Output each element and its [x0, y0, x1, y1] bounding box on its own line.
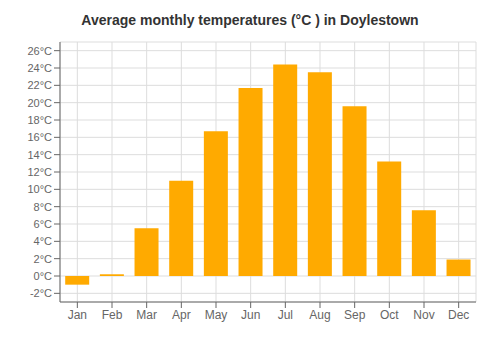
svg-text:Oct: Oct: [380, 308, 399, 322]
svg-text:4°C: 4°C: [34, 235, 53, 247]
svg-text:8°C: 8°C: [34, 201, 53, 213]
svg-text:24°C: 24°C: [27, 62, 52, 74]
svg-text:16°C: 16°C: [27, 131, 52, 143]
svg-text:22°C: 22°C: [27, 79, 52, 91]
svg-text:18°C: 18°C: [27, 114, 52, 126]
svg-text:Nov: Nov: [413, 308, 434, 322]
svg-text:Dec: Dec: [448, 308, 469, 322]
svg-text:Mar: Mar: [136, 308, 157, 322]
svg-text:2°C: 2°C: [34, 253, 53, 265]
svg-text:14°C: 14°C: [27, 149, 52, 161]
svg-text:Apr: Apr: [172, 308, 191, 322]
svg-text:Jan: Jan: [68, 308, 87, 322]
svg-text:10°C: 10°C: [27, 183, 52, 195]
svg-text:0°C: 0°C: [34, 270, 53, 282]
svg-text:May: May: [205, 308, 228, 322]
svg-text:26°C: 26°C: [27, 45, 52, 57]
svg-text:Feb: Feb: [102, 308, 123, 322]
html-text:Average monthly temperatures (: Average monthly temperatures (°C ) in Do…: [81, 12, 419, 28]
svg-text:Jul: Jul: [278, 308, 293, 322]
svg-text:6°C: 6°C: [34, 218, 53, 230]
svg-text:12°C: 12°C: [27, 166, 52, 178]
svg-text:Aug: Aug: [309, 308, 330, 322]
svg-text:-2°C: -2°C: [30, 287, 52, 299]
svg-text:Jun: Jun: [241, 308, 260, 322]
svg-text:20°C: 20°C: [27, 97, 52, 109]
svg-text:Sep: Sep: [344, 308, 366, 322]
